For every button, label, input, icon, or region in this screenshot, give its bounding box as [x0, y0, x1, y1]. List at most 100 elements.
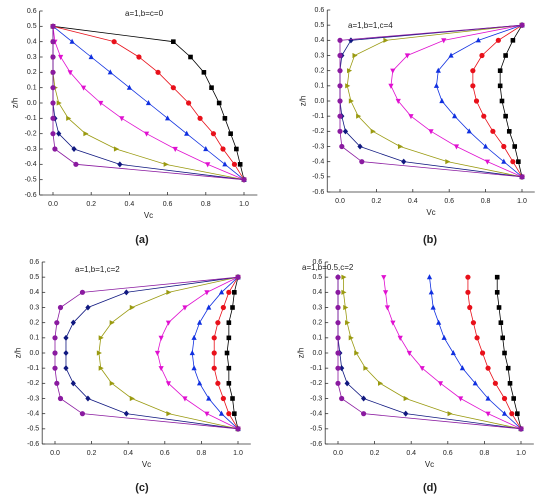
marker [496, 305, 502, 310]
marker [479, 350, 486, 356]
marker [439, 98, 445, 104]
y-tick-label: 0.4 [29, 289, 39, 296]
y-tick-label: 0.3 [29, 304, 39, 311]
marker [98, 335, 104, 341]
panel: -0.6 -0.5 -0.4 -0.3 -0.2 -0.1 0.0 0.1 0.2 0.3 0.4 0… [11, 8, 258, 246]
y-tick-label: 0.2 [315, 68, 325, 75]
marker [519, 22, 525, 28]
marker [390, 320, 396, 326]
x-axis-label: Vc [426, 208, 435, 217]
marker [361, 395, 367, 402]
marker [241, 177, 247, 183]
marker [516, 159, 521, 164]
y-tick-label: 0.2 [27, 69, 37, 76]
y-tick-label: -0.4 [27, 411, 39, 418]
marker [50, 54, 56, 60]
marker [501, 395, 508, 402]
marker [54, 320, 60, 326]
marker [83, 131, 89, 137]
marker [165, 381, 172, 387]
marker [490, 128, 496, 134]
marker [85, 304, 91, 311]
marker [335, 335, 341, 341]
marker [501, 158, 507, 164]
y-axis-label: z/h [13, 348, 22, 359]
marker [495, 37, 501, 43]
y-tick-label: 0.1 [315, 83, 325, 90]
marker [98, 100, 104, 106]
panel-label: (b) [423, 234, 437, 246]
marker [98, 365, 104, 371]
marker [196, 319, 203, 325]
marker [220, 395, 226, 402]
marker [204, 411, 210, 417]
marker [191, 334, 197, 340]
y-tick-label: 0.6 [312, 259, 322, 266]
marker [518, 426, 524, 432]
marker [63, 334, 69, 341]
y-tick-label: 0.6 [315, 7, 325, 14]
marker [234, 146, 239, 152]
marker [344, 380, 350, 387]
marker [163, 161, 169, 167]
marker [450, 350, 456, 356]
marker [50, 85, 56, 91]
marker [165, 115, 171, 121]
marker [88, 54, 94, 60]
marker [345, 83, 351, 89]
marker [382, 290, 389, 296]
marker [401, 158, 407, 165]
marker [512, 144, 518, 149]
y-tick-label: -0.3 [27, 395, 39, 402]
y-tick-label: -0.3 [25, 146, 37, 153]
series-line [496, 277, 522, 429]
marker [453, 144, 460, 150]
marker [335, 320, 341, 326]
marker [473, 98, 480, 104]
marker [206, 395, 212, 401]
y-tick-label: 0.0 [312, 350, 322, 357]
marker [79, 411, 86, 417]
marker [171, 39, 176, 44]
marker [235, 426, 241, 432]
x-tick-label: 0.0 [333, 450, 343, 457]
annotation: a=1,b=0.5,c=2 [302, 263, 354, 272]
marker [466, 128, 472, 134]
marker [494, 290, 500, 295]
x-tick-label: 0.4 [406, 450, 416, 457]
marker [341, 274, 347, 280]
y-tick-label: -0.1 [312, 113, 324, 120]
marker [232, 290, 237, 295]
marker [58, 54, 64, 60]
marker [467, 304, 473, 311]
marker [67, 70, 73, 76]
y-tick-label: -0.5 [310, 426, 322, 433]
marker [182, 396, 188, 402]
marker [129, 304, 135, 311]
marker [50, 69, 56, 75]
panel: -0.6 -0.5 -0.4 -0.3 -0.2 -0.1 0.0 0.1 0.2 0.3 0.4 0… [298, 7, 535, 246]
x-tick-label: 0.6 [160, 450, 170, 457]
marker [341, 289, 347, 295]
marker [145, 100, 152, 106]
x-tick-label: 0.4 [123, 450, 133, 457]
marker [85, 395, 91, 402]
marker [57, 395, 64, 402]
marker [222, 116, 228, 121]
marker [441, 38, 447, 44]
marker [224, 350, 230, 356]
marker [209, 85, 214, 90]
x-axis-label: Vc [142, 460, 151, 469]
y-tick-label: -0.6 [312, 189, 324, 196]
y-tick-label: -0.3 [312, 143, 324, 150]
marker [428, 129, 434, 135]
marker [363, 365, 369, 371]
y-tick-label: 0.5 [315, 22, 325, 29]
y-tick-label: 0.3 [312, 304, 322, 311]
marker [339, 143, 345, 150]
marker [497, 83, 503, 89]
marker [230, 396, 235, 401]
marker [222, 161, 228, 167]
marker [235, 274, 241, 280]
x-tick-label: 1.0 [239, 201, 249, 208]
